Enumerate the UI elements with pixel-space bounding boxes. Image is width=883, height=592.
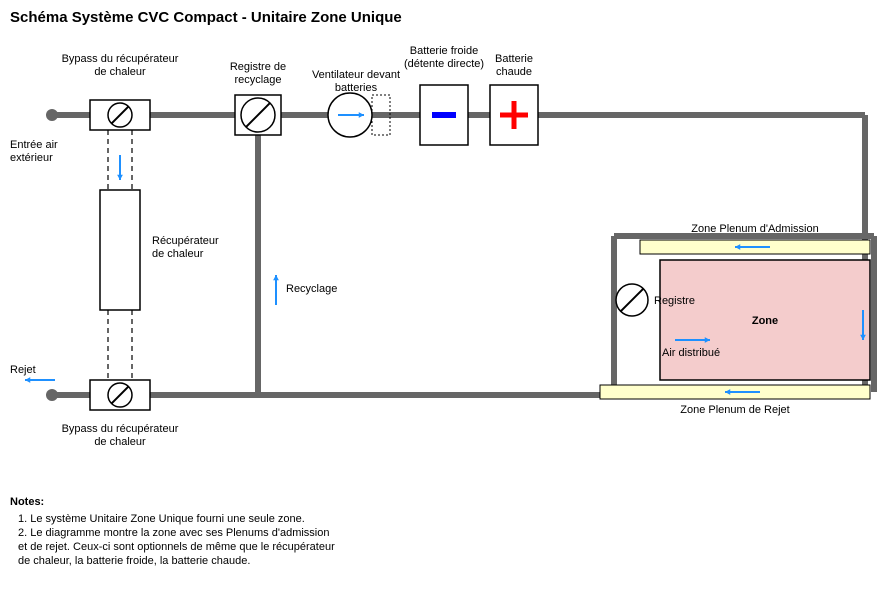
diagram-title: Schéma Système CVC Compact - Unitaire Zo… (10, 9, 402, 26)
heating-coil (490, 85, 538, 145)
svg-text:Registre derecyclage: Registre derecyclage (230, 61, 286, 86)
svg-text:Rejet: Rejet (10, 364, 36, 376)
svg-text:de chaleur, la batterie froide: de chaleur, la batterie froide, la batte… (18, 555, 250, 567)
svg-text:Entrée airextérieur: Entrée airextérieur (10, 139, 58, 164)
hr-bypass-damper-bottom (90, 380, 150, 410)
svg-text:Registre: Registre (654, 295, 695, 307)
recirculation-damper (235, 95, 281, 135)
notes-heading: Notes: (10, 496, 44, 508)
svg-text:et de rejet. Ceux-ci sont opti: et de rejet. Ceux-ci sont optionnels de … (18, 541, 335, 553)
svg-text:Batteriechaude: Batteriechaude (495, 53, 533, 78)
exhaust-terminal (46, 389, 58, 401)
notes-lines: 1. Le système Unitaire Zone Unique fourn… (18, 513, 335, 567)
svg-text:Zone Plenum d'Admission: Zone Plenum d'Admission (691, 223, 818, 235)
outdoor-air-terminal (46, 109, 58, 121)
svg-text:Récupérateurde chaleur: Récupérateurde chaleur (152, 235, 219, 260)
hvac-diagram: Schéma Système CVC Compact - Unitaire Zo… (0, 0, 883, 592)
svg-text:Zone: Zone (752, 315, 778, 327)
zone-damper-icon (616, 284, 648, 316)
svg-text:Ventilateur devantbatteries: Ventilateur devantbatteries (312, 69, 400, 94)
zone-box: Zone (660, 260, 870, 380)
hr-bypass-damper-top (90, 100, 150, 130)
svg-text:2. Le diagramme montre la zone: 2. Le diagramme montre la zone avec ses … (18, 527, 329, 539)
svg-text:Zone Plenum de Rejet: Zone Plenum de Rejet (680, 404, 789, 416)
svg-text:Bypass du récupérateurde chale: Bypass du récupérateurde chaleur (62, 423, 179, 448)
svg-text:1. Le système Unitaire Zone Un: 1. Le système Unitaire Zone Unique fourn… (18, 513, 305, 525)
svg-text:Air distribué: Air distribué (662, 347, 720, 359)
svg-text:Bypass du récupérateurde chale: Bypass du récupérateurde chaleur (62, 53, 179, 78)
svg-text:Batterie froide(détente direct: Batterie froide(détente directe) (404, 45, 484, 70)
heat-recovery-box (100, 190, 140, 310)
svg-text:Recyclage: Recyclage (286, 283, 337, 295)
cooling-coil (420, 85, 468, 145)
